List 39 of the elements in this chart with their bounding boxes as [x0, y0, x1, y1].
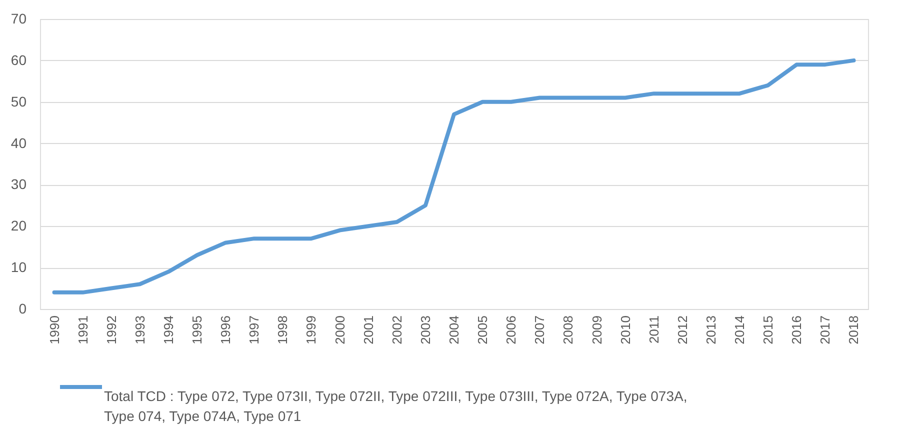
- y-tick-label: 60: [10, 52, 27, 68]
- x-tick-label: 2002: [389, 316, 404, 344]
- y-tick-label: 10: [10, 259, 27, 276]
- x-tick-label: 1995: [190, 316, 205, 344]
- y-tick-label: 20: [10, 218, 27, 234]
- text: Total TCD : Type 072, Type 073II, Type 072II, Type 072III, Type 073III, Type 072A, Type 073A, Type 074, Type 074A, Type 071: [104, 388, 688, 424]
- x-tick-label: 1994: [160, 316, 176, 344]
- x-tick-label: 2018: [846, 316, 862, 344]
- x-tick-label: 2009: [589, 316, 604, 344]
- x-tick-label: 2008: [560, 316, 576, 344]
- x-tick-label: 1999: [304, 316, 319, 344]
- x-tick-label: 2013: [703, 316, 718, 344]
- x-tick-label: 2012: [674, 316, 690, 344]
- x-tick-label: 2006: [504, 316, 519, 344]
- x-tick-label: 1997: [246, 316, 262, 344]
- x-tick-label: 1991: [75, 316, 90, 344]
- x-tick-label: 2017: [818, 316, 833, 344]
- y-tick-label: 30: [10, 176, 27, 192]
- x-tick-label: 1993: [132, 316, 148, 344]
- x-tick-label: 2000: [332, 316, 348, 344]
- y-tick-label: 50: [10, 93, 27, 110]
- x-tick-label: 1996: [218, 316, 234, 344]
- line-series: [52, 58, 856, 294]
- x-tick-label: 2003: [418, 316, 433, 344]
- x-tick-label: 2005: [475, 316, 490, 344]
- y-tick-label: 40: [10, 134, 27, 151]
- x-tick-label: 2004: [446, 316, 462, 344]
- x-tick-label: 2011: [646, 316, 662, 344]
- x-tick-label: 1998: [275, 316, 290, 344]
- y-tick-label: 0: [18, 300, 27, 316]
- x-tick-label: 1990: [46, 316, 62, 344]
- x-tick-label: 2016: [789, 316, 804, 344]
- x-tick-label: 2010: [618, 316, 633, 344]
- x-tick-label: 2014: [732, 316, 748, 344]
- x-tick-label: 1992: [104, 316, 119, 344]
- x-tick-label: 2007: [532, 316, 548, 344]
- x-tick-label: 2001: [360, 316, 376, 344]
- y-tick-label: 70: [10, 10, 27, 26]
- x-tick-label: 2015: [760, 316, 776, 344]
